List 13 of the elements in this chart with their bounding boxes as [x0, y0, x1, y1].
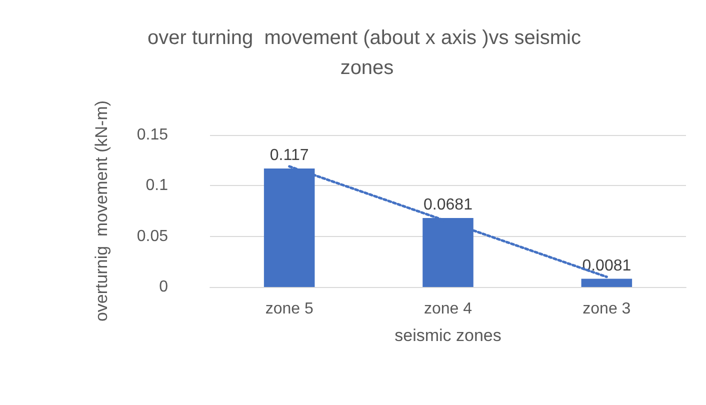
y-tick-label: 0.05: [136, 228, 168, 245]
x-axis-title: seismic zones: [394, 326, 502, 345]
data-label: 0.117: [270, 146, 309, 164]
x-tick-label: zone 3: [582, 300, 631, 318]
chart-title: over turning movement (about x axis )vs seismic zones: [147, 27, 587, 79]
y-tick-label: 0: [159, 278, 168, 296]
data-label: 0.0681: [424, 196, 473, 214]
data-label: 0.0081: [582, 257, 632, 274]
y-tick-label: 0.15: [136, 126, 168, 144]
y-axis-title: overturnig movement (kN-m): [92, 100, 111, 322]
y-tick-label: 0.1: [146, 177, 168, 194]
x-tick-label: zone 4: [424, 300, 472, 318]
x-tick-label: zone 5: [265, 300, 314, 318]
